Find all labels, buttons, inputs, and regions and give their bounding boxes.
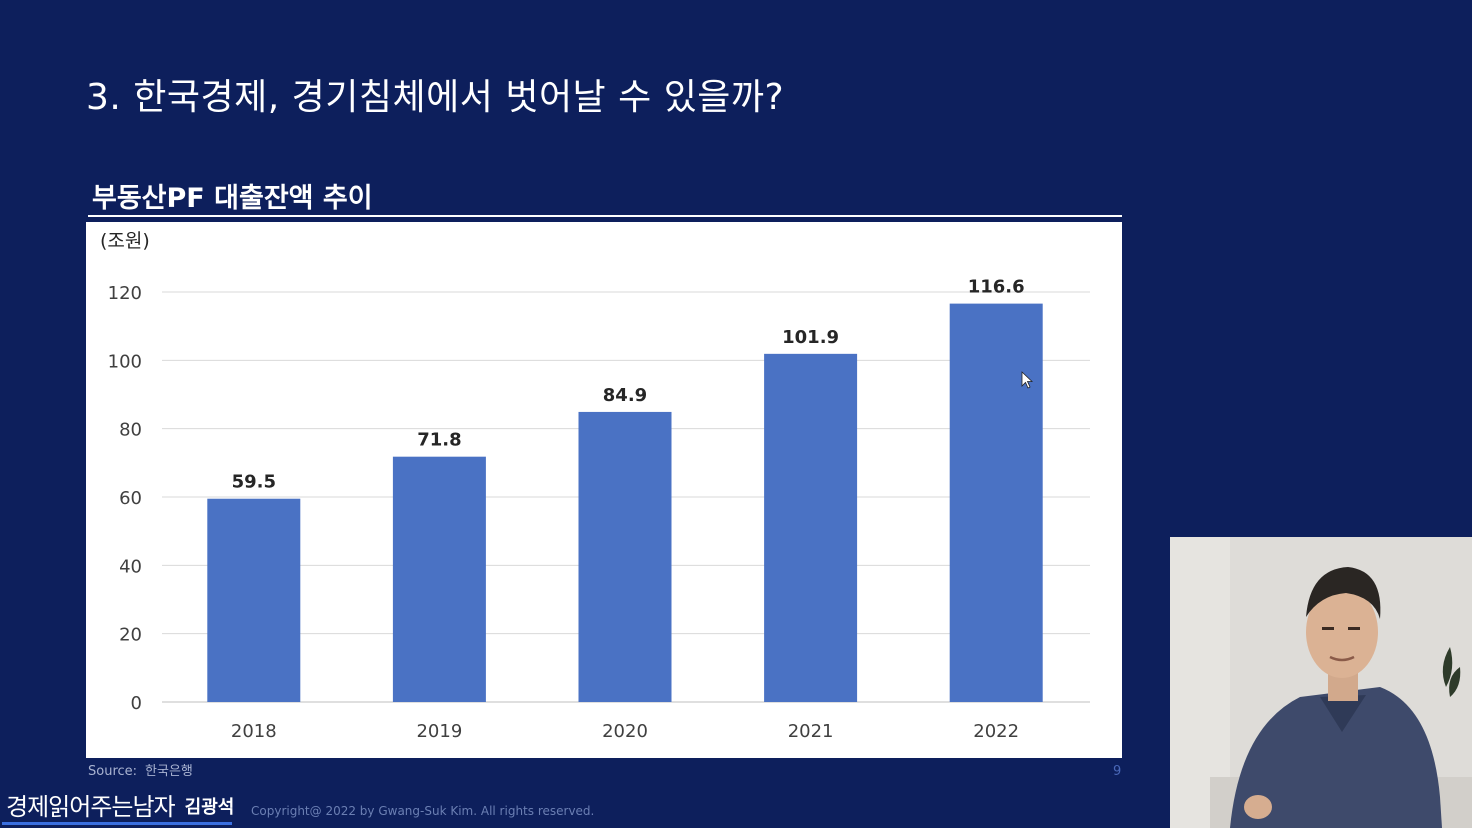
y-tick-label: 80 [119,420,142,441]
y-tick-label: 0 [131,693,142,714]
data-label: 71.8 [417,430,461,451]
source-label: Source: [88,764,138,779]
chart-heading: 부동산PF 대출잔액 추이 [92,183,373,214]
y-tick-label: 60 [119,488,142,509]
y-tick-label: 100 [108,351,142,372]
data-label: 116.6 [968,277,1025,298]
presenter-video-icon [1170,537,1472,828]
presenter-webcam [1170,537,1472,828]
data-label: 84.9 [603,385,647,406]
mouse-cursor-icon [1021,371,1034,389]
source-note: Source: 한국은행 [88,760,193,779]
source-value: 한국은행 [145,764,193,779]
bar [207,498,301,702]
x-tick-label: 2021 [788,721,834,742]
brand-underline [2,822,232,825]
bar [578,411,672,702]
y-tick-label: 20 [119,625,142,646]
bar-chart: (조원) 0 20 40 60 80 100 120 59.5 71.8 84.9 101.9 11… [100,230,1090,742]
y-unit-label: (조원) [100,230,150,252]
bar [764,353,858,702]
brand-logo: 경제읽어주는남자 김광석 [6,792,234,822]
data-label: 101.9 [782,327,839,348]
y-tick-label: 40 [119,556,142,577]
heading-divider [88,215,1122,217]
bar [392,456,486,702]
x-tick-label: 2018 [231,721,277,742]
page-number: 9 [1113,764,1122,779]
data-label: 59.5 [232,472,276,493]
chart-panel: (조원) 0 20 40 60 80 100 120 59.5 71.8 84.9 101.9 11… [86,222,1122,758]
brand-presenter-name: 김광석 [184,797,235,818]
copyright-notice: Copyright@ 2022 by Gwang-Suk Kim. All ri… [251,804,595,818]
x-tick-label: 2020 [602,721,648,742]
bar [949,303,1043,702]
x-tick-label: 2019 [416,721,462,742]
y-tick-label: 120 [108,283,142,304]
brand-channel-name: 경제읽어주는남자 [6,793,176,821]
x-tick-label: 2022 [973,721,1019,742]
slide-title: 3. 한국경제, 경기침체에서 벗어날 수 있을까? [86,77,785,118]
